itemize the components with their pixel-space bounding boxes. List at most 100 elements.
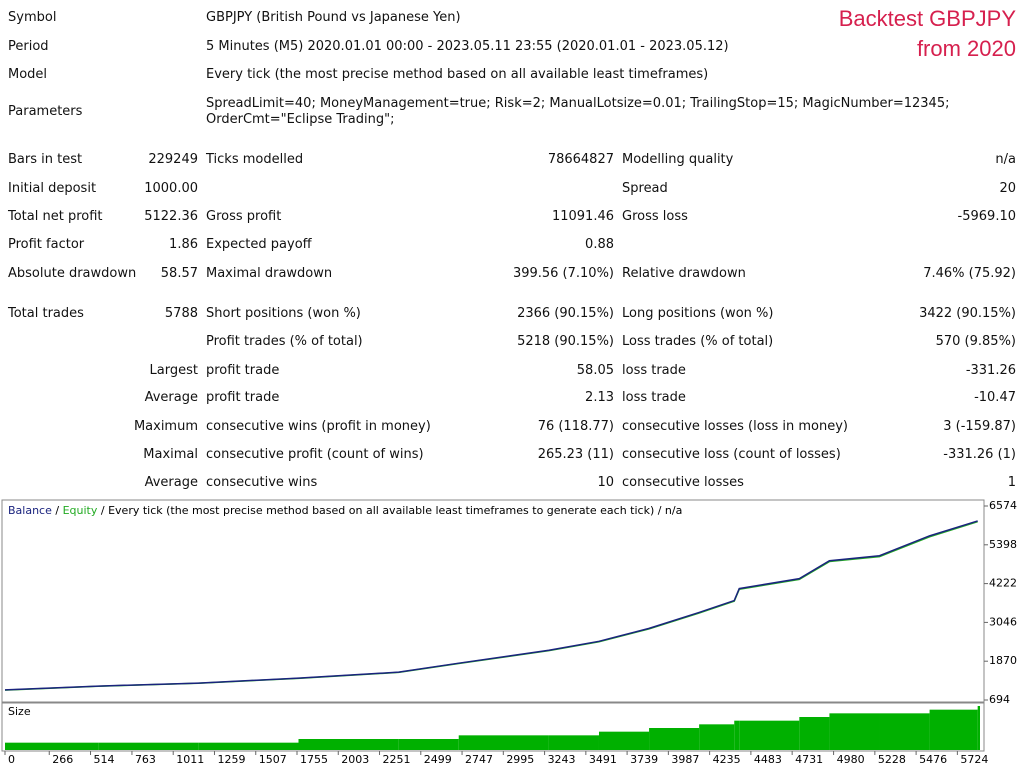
stat-value: 3422 (90.15%) — [919, 306, 1016, 321]
size-step — [699, 724, 735, 750]
stat-value: 11091.46 — [551, 209, 614, 224]
size-step — [5, 742, 99, 750]
stat-value: Largest — [149, 363, 198, 378]
stat-value: 20 — [999, 181, 1016, 196]
stat-value: 0.88 — [585, 237, 614, 252]
stat-label: loss trade — [622, 390, 686, 405]
size-step — [829, 713, 880, 750]
stat-value: Maximum — [133, 419, 198, 434]
stat-value: 58.57 — [160, 266, 198, 281]
stat-label: Profit factor — [8, 237, 85, 252]
size-step — [198, 742, 299, 750]
watermark-line: Backtest GBPJPY — [838, 6, 1016, 31]
stat-label: Profit trades (% of total) — [206, 334, 363, 349]
field-label: Period — [8, 39, 49, 54]
stat-value: 570 (9.85%) — [935, 334, 1016, 349]
stat-value: -5969.10 — [957, 209, 1016, 224]
y-tick-label: 6574 — [989, 499, 1017, 512]
stat-value: 10 — [597, 475, 614, 490]
stat-label: Loss trades (% of total) — [622, 334, 774, 349]
x-tick-label: 4235 — [713, 753, 741, 766]
stat-label: profit trade — [206, 363, 280, 378]
field-label: Symbol — [8, 10, 57, 25]
x-tick-label: 4483 — [754, 753, 782, 766]
chart-frame — [1, 499, 985, 703]
x-tick-label: 1259 — [217, 753, 245, 766]
stat-value: Average — [144, 475, 198, 490]
legend-entry: Balance — [8, 504, 52, 517]
stat-value: 229249 — [148, 152, 198, 167]
field-value: SpreadLimit=40; MoneyManagement=true; Ri… — [206, 96, 950, 127]
stat-value: 1000.00 — [144, 181, 198, 196]
legend: Balance / Equity / Every tick (the most … — [8, 504, 682, 517]
stat-label: profit trade — [206, 390, 280, 405]
x-tick-label: 514 — [94, 753, 115, 766]
stat-value: -10.47 — [974, 390, 1016, 405]
stat-label: Ticks modelled — [206, 152, 304, 167]
stat-label: Spread — [622, 181, 668, 196]
x-tick-label: 2251 — [383, 753, 411, 766]
stat-label: consecutive loss (count of losses) — [622, 447, 841, 462]
x-tick-label: 1755 — [300, 753, 328, 766]
series-line — [4, 520, 978, 691]
stat-label: Relative drawdown — [622, 266, 746, 281]
size-step — [649, 728, 700, 750]
stat-label: Expected payoff — [206, 237, 312, 252]
x-tick-label: 3739 — [630, 753, 658, 766]
y-tick-label: 694 — [989, 693, 1010, 706]
size-step — [548, 735, 599, 750]
stat-label: consecutive wins — [206, 475, 318, 490]
field-label: Model — [8, 67, 48, 82]
x-tick-label: 2003 — [341, 753, 369, 766]
stat-value: 7.46% (75.92) — [923, 266, 1016, 281]
stat-value: 78664827 — [547, 152, 614, 167]
x-tick-label: 5724 — [960, 753, 988, 766]
size-step — [398, 739, 459, 750]
x-tick-label: 1011 — [176, 753, 204, 766]
x-tick-label: 5476 — [919, 753, 947, 766]
x-tick-label: 763 — [135, 753, 156, 766]
x-tick-label: 4980 — [837, 753, 865, 766]
x-tick-label: 2747 — [465, 753, 493, 766]
x-tick-label: 0 — [8, 753, 15, 766]
stat-label: Total net profit — [8, 209, 103, 224]
stat-label: Absolute drawdown — [8, 266, 137, 281]
field-value: Every tick (the most precise method base… — [206, 67, 709, 82]
stat-label: Short positions (won %) — [206, 306, 361, 321]
size-step — [298, 739, 399, 750]
x-tick-label: 4731 — [795, 753, 823, 766]
stat-value: Maximal — [143, 447, 198, 462]
size-step — [458, 735, 549, 750]
x-tick-label: 3243 — [548, 753, 576, 766]
stat-label: Maximal drawdown — [206, 266, 333, 281]
stat-label: Total trades — [8, 306, 84, 321]
stat-value: 265.23 (11) — [537, 447, 614, 462]
field-label: Parameters — [8, 104, 83, 119]
stat-label: Bars in test — [8, 152, 83, 167]
size-step — [799, 717, 830, 750]
size-step — [734, 720, 740, 750]
stat-label: consecutive losses (loss in money) — [622, 419, 848, 434]
x-tick-label: 2499 — [424, 753, 452, 766]
stat-value: 3 (-159.87) — [943, 419, 1016, 434]
stat-label: Gross loss — [622, 209, 688, 224]
stat-label: consecutive wins (profit in money) — [206, 419, 431, 434]
stat-label: Gross profit — [206, 209, 282, 224]
stat-value: 2.13 — [585, 390, 614, 405]
stat-value: 1 — [1007, 475, 1016, 490]
watermark-line: from 2020 — [916, 36, 1016, 61]
x-tick-label: 5228 — [878, 753, 906, 766]
stat-label: consecutive profit (count of wins) — [206, 447, 424, 462]
stat-value: 1.86 — [169, 237, 198, 252]
x-tick-label: 3987 — [671, 753, 699, 766]
field-value: GBPJPY (British Pound vs Japanese Yen) — [206, 10, 461, 25]
stat-value: 76 (118.77) — [537, 419, 614, 434]
y-tick-label: 5398 — [989, 538, 1017, 551]
x-tick-label: 1507 — [259, 753, 287, 766]
stat-value: 5218 (90.15%) — [517, 334, 614, 349]
size-step — [977, 706, 980, 750]
stat-value: 58.05 — [576, 363, 614, 378]
field-value: 5 Minutes (M5) 2020.01.01 00:00 - 2023.0… — [206, 39, 729, 54]
x-tick-label: 3491 — [589, 753, 617, 766]
